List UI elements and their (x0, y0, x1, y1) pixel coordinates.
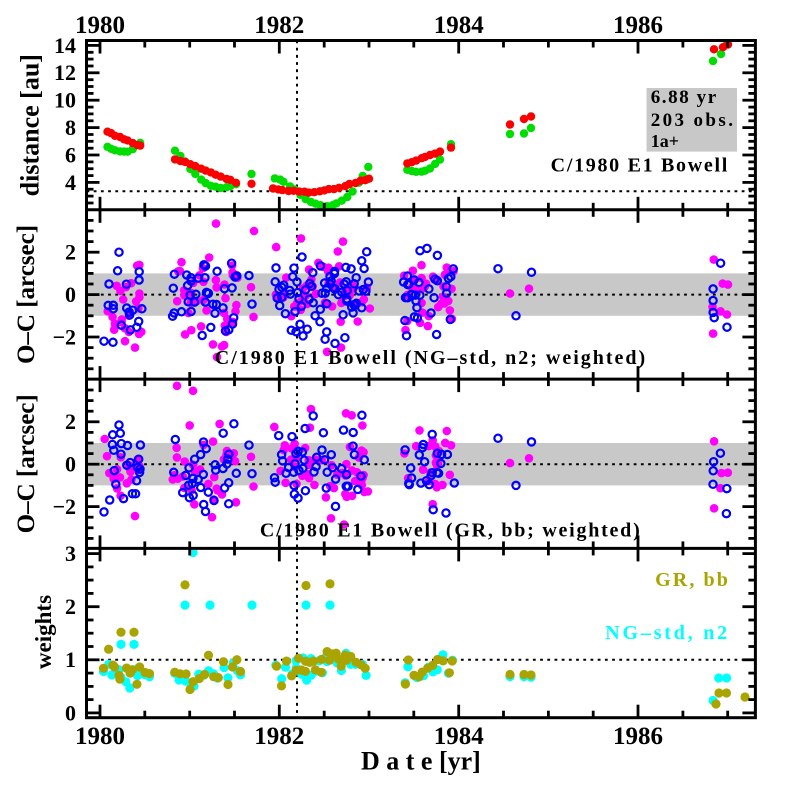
svg-text:1982: 1982 (254, 12, 304, 39)
svg-text:C/1980 E1 Bowell (NG–std, n2;: C/1980 E1 Bowell (NG–std, n2; weighted) (215, 347, 647, 369)
svg-text:0: 0 (65, 700, 76, 725)
svg-text:8: 8 (65, 115, 76, 140)
svg-text:−2: −2 (52, 324, 76, 349)
svg-text:1984: 1984 (434, 723, 485, 750)
svg-text:1986: 1986 (613, 12, 663, 39)
svg-text:−2: −2 (52, 494, 76, 519)
svg-text:1980: 1980 (75, 12, 125, 39)
svg-text:weights: weights (31, 595, 56, 669)
svg-text:2: 2 (65, 240, 76, 265)
svg-text:6.88 yr: 6.88 yr (651, 87, 718, 108)
svg-text:10: 10 (54, 88, 76, 113)
svg-text:3: 3 (65, 541, 76, 566)
svg-text:2: 2 (65, 409, 76, 434)
svg-text:distance [au]: distance [au] (16, 54, 45, 196)
svg-text:2: 2 (65, 594, 76, 619)
svg-text:C/1980 E1 Bowell (GR, bb; weig: C/1980 E1 Bowell (GR, bb; weighted) (260, 519, 642, 541)
svg-text:4: 4 (65, 170, 76, 195)
svg-text:GR, bb: GR, bb (655, 569, 730, 591)
svg-text:203 obs.: 203 obs. (651, 110, 736, 131)
svg-text:1984: 1984 (434, 12, 485, 39)
svg-text:O–C [arcsec]: O–C [arcsec] (13, 225, 40, 364)
svg-text:C/1980 E1 Bowell: C/1980 E1 Bowell (551, 154, 729, 176)
svg-text:NG–std, n2: NG–std, n2 (605, 622, 730, 644)
svg-text:D a t e [yr]: D a t e [yr] (361, 747, 481, 776)
svg-text:0: 0 (65, 282, 76, 307)
svg-text:6: 6 (65, 142, 76, 167)
svg-text:1982: 1982 (254, 723, 304, 750)
svg-text:1980: 1980 (75, 723, 125, 750)
svg-text:1a+: 1a+ (651, 131, 679, 151)
svg-text:14: 14 (54, 33, 76, 58)
svg-text:O–C [arcsec]: O–C [arcsec] (13, 394, 40, 533)
svg-text:12: 12 (54, 60, 76, 85)
svg-text:1986: 1986 (613, 723, 663, 750)
svg-text:0: 0 (65, 452, 76, 477)
svg-text:1: 1 (65, 647, 76, 672)
